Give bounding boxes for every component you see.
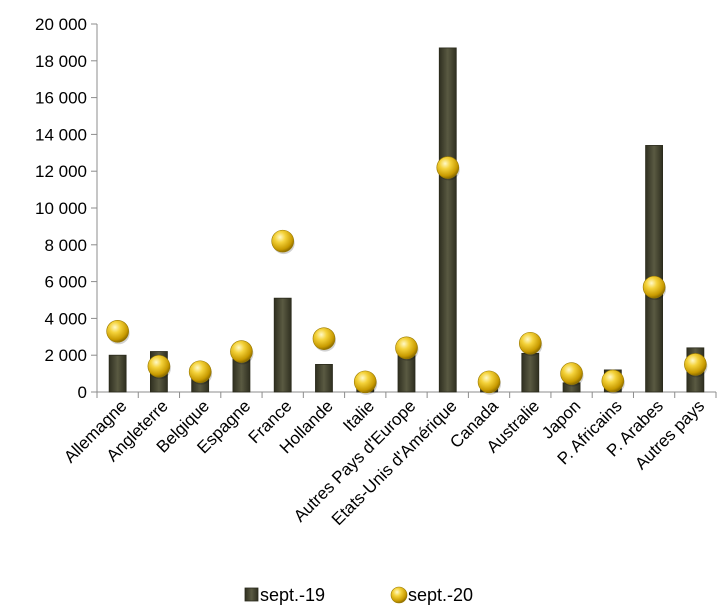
y-tick-label: 14 000 <box>35 125 87 144</box>
legend-marker-sept-19 <box>244 587 259 602</box>
y-tick-label: 8 000 <box>44 236 87 255</box>
y-tick-label: 6 000 <box>44 273 87 292</box>
y-tick-label: 18 000 <box>35 52 87 71</box>
point-sept-20 <box>353 370 377 394</box>
point-sept-20 <box>684 353 707 376</box>
bar-sept-19 <box>645 145 663 393</box>
point-sept-20 <box>230 340 253 363</box>
y-tick-label: 12 000 <box>35 162 87 181</box>
point-sept-20 <box>188 360 212 384</box>
point-sept-20 <box>518 331 542 355</box>
bar-sept-19 <box>521 352 540 393</box>
y-tick-label: 0 <box>78 383 87 402</box>
legend: sept.-19 sept.-20 <box>244 585 473 605</box>
legend-label-sept-19: sept.-19 <box>260 585 325 605</box>
point-sept-20 <box>147 354 171 378</box>
point-sept-20 <box>395 336 418 360</box>
legend-marker-sept-20 <box>390 586 408 604</box>
legend-label-sept-20: sept.-20 <box>408 585 473 605</box>
y-tick-label: 20 000 <box>35 15 87 34</box>
plot-area: 0 2 000 4 000 6 000 8 000 10 000 12 000 14 000 1… <box>35 15 717 529</box>
y-tick-label: 16 000 <box>35 89 87 108</box>
point-sept-20 <box>271 229 295 253</box>
point-sept-20 <box>477 370 501 394</box>
y-tick-label: 10 000 <box>35 199 87 218</box>
y-tick-label: 4 000 <box>44 309 87 328</box>
bar-sept-19 <box>315 363 333 393</box>
bar-sept-19 <box>273 297 292 393</box>
point-sept-20 <box>312 327 336 350</box>
point-sept-20 <box>106 319 129 343</box>
point-sept-20 <box>560 362 583 385</box>
y-tick-label: 2 000 <box>44 346 87 365</box>
bar-sept-19 <box>108 354 127 393</box>
point-sept-20 <box>436 156 460 179</box>
point-sept-20 <box>642 275 666 299</box>
bar-sept-19 <box>438 47 457 393</box>
point-sept-20 <box>601 369 625 393</box>
